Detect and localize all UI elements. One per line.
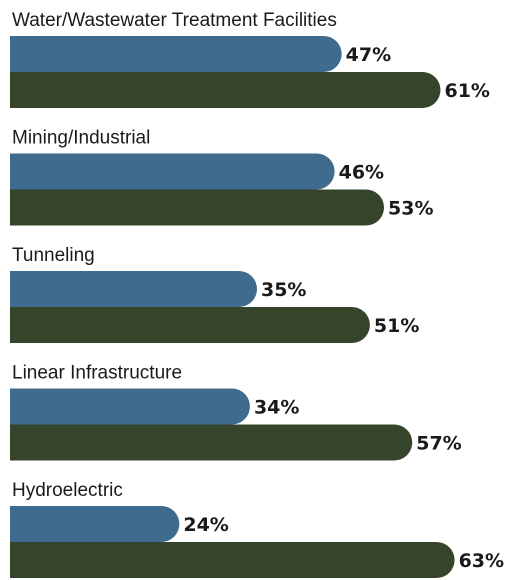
bar-mining-industrial-series-1: [10, 153, 335, 190]
value-label-water-wastewater-treatment-facilities-series-2: 61%: [444, 80, 489, 102]
category-label-hydroelectric: Hydroelectric: [12, 480, 123, 501]
bar-linear-infrastructure-series-1: [10, 388, 250, 425]
value-label-water-wastewater-treatment-facilities-series-1: 47%: [346, 44, 391, 66]
bar-tunneling-series-1: [10, 271, 257, 307]
bar-water-wastewater-treatment-facilities-series-1: [10, 36, 342, 72]
bar-linear-infrastructure-series-2: [10, 424, 413, 461]
group-tunneling: Tunneling 35% 51%: [10, 245, 419, 343]
bar-water-wastewater-treatment-facilities-series-2: [10, 72, 441, 108]
value-label-linear-infrastructure-series-1: 34%: [254, 397, 299, 419]
bar-mining-industrial-series-2: [10, 189, 385, 226]
category-label-linear-infrastructure: Linear Infrastructure: [12, 363, 182, 384]
value-label-tunneling-series-1: 35%: [261, 279, 306, 301]
value-label-linear-infrastructure-series-2: 57%: [416, 433, 461, 455]
bar-hydroelectric-series-1: [10, 506, 180, 542]
group-hydroelectric: Hydroelectric 24% 63%: [10, 480, 504, 578]
value-label-mining-industrial-series-2: 53%: [388, 198, 433, 220]
group-mining-industrial: Mining/Industrial 46%53%: [10, 128, 434, 226]
category-label-tunneling: Tunneling: [12, 245, 95, 266]
group-water-wastewater-treatment-facilities: Water/Wastewater Treatment Facilities 47%…: [10, 10, 490, 108]
category-label-water-wastewater-treatment-facilities: Water/Wastewater Treatment Facilities: [12, 10, 337, 31]
bar-tunneling-series-2: [10, 307, 370, 343]
value-label-mining-industrial-series-1: 46%: [339, 162, 384, 184]
value-label-tunneling-series-2: 51%: [374, 315, 419, 337]
bar-hydroelectric-series-2: [10, 542, 455, 578]
value-label-hydroelectric-series-1: 24%: [183, 514, 228, 536]
category-label-mining-industrial: Mining/Industrial: [12, 128, 150, 149]
group-linear-infrastructure: Linear Infrastructure 34% 57%: [10, 363, 462, 461]
value-label-hydroelectric-series-2: 63%: [459, 550, 504, 572]
